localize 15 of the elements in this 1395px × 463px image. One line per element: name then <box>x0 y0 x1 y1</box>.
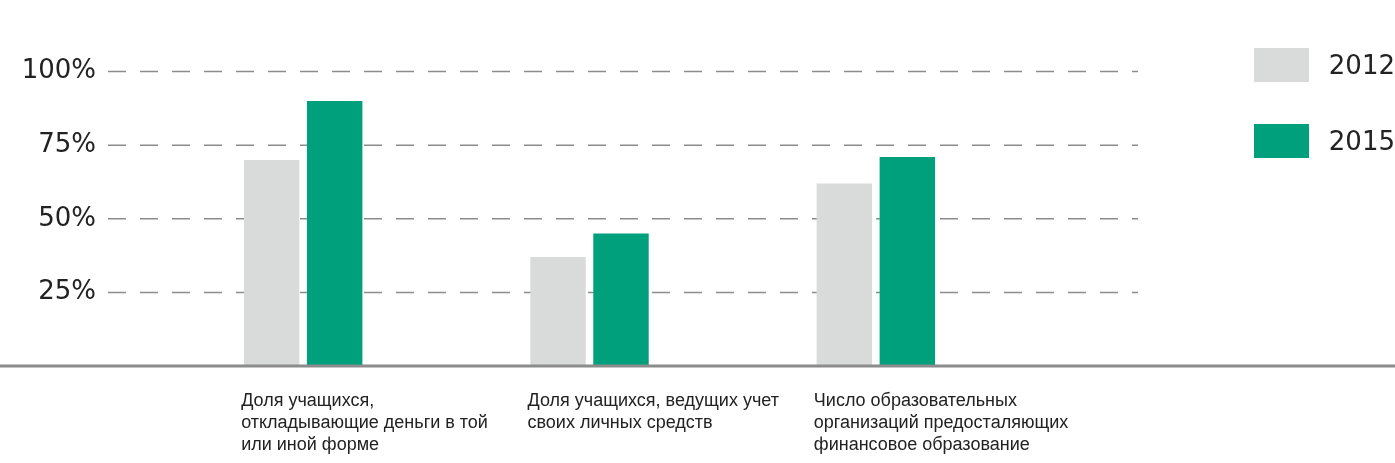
bar <box>879 156 936 366</box>
y-tick-label: 50% <box>38 201 96 232</box>
legend-label: 2012 <box>1328 50 1395 80</box>
bar <box>593 233 649 366</box>
y-tick-label: 100% <box>21 54 96 85</box>
x-tick-label: Доля учащихся, откладывающие деньги в той или иной форме <box>241 389 488 454</box>
x-tick-label: Доля учащихся, ведущих учет своих личных средств <box>527 389 779 432</box>
x-tick-label: Число образовательных организаций предосталяющих финансовое образование <box>813 389 1069 454</box>
y-tick-label: 25% <box>38 275 96 306</box>
bar <box>816 183 873 366</box>
bar <box>306 101 363 366</box>
y-tick-label: 75% <box>38 127 96 158</box>
bar <box>530 257 586 366</box>
bar <box>243 159 300 366</box>
legend-label: 2015 <box>1328 126 1395 156</box>
